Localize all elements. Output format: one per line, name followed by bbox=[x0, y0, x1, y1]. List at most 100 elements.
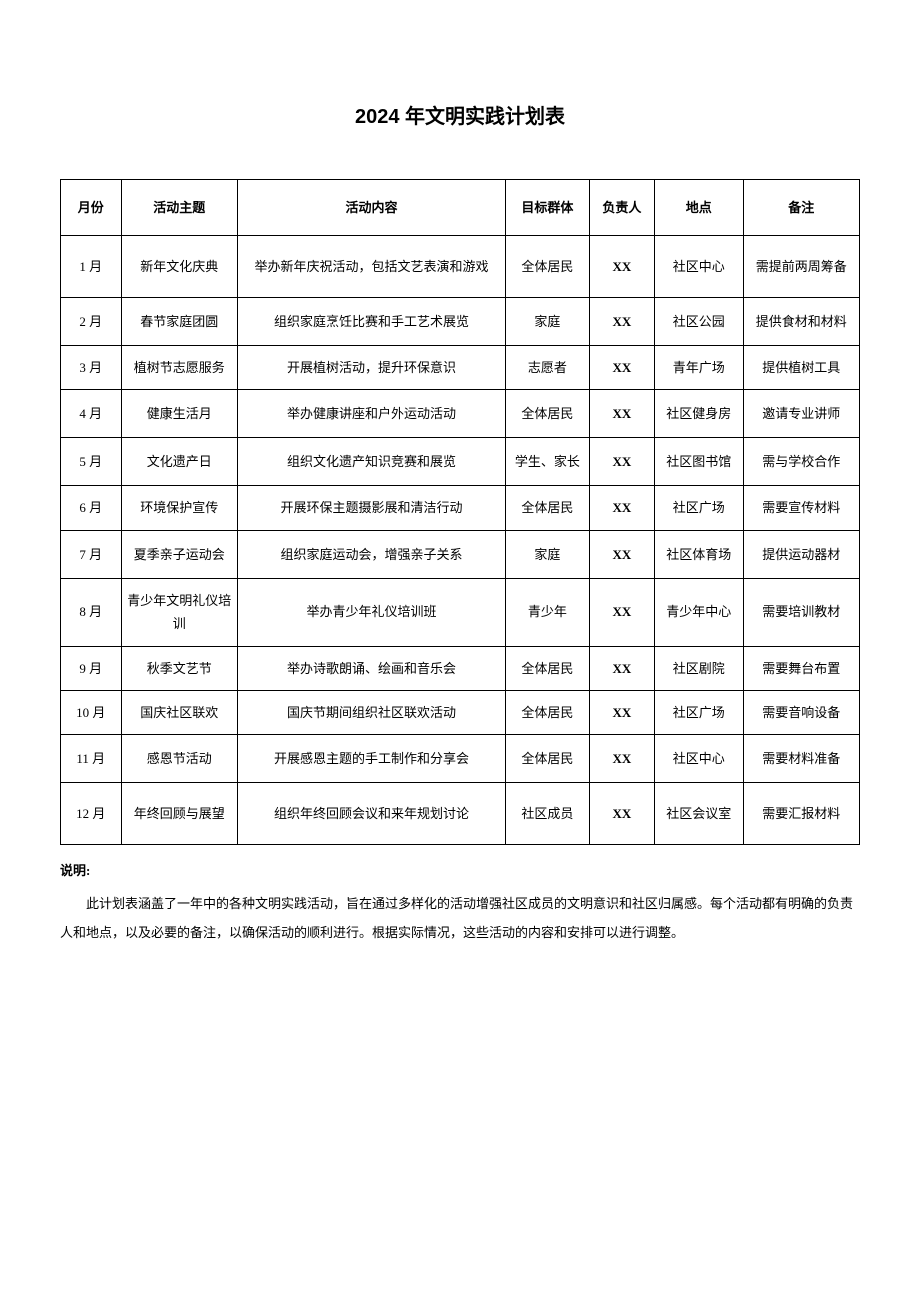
cell-target: 全体居民 bbox=[505, 646, 589, 690]
document-title: 2024 年文明实践计划表 bbox=[60, 100, 860, 129]
cell-month: 6 月 bbox=[61, 486, 122, 530]
cell-person: XX bbox=[589, 346, 654, 390]
cell-content: 组织文化遗产知识竞赛和展览 bbox=[238, 438, 506, 486]
cell-content: 举办健康讲座和户外运动活动 bbox=[238, 390, 506, 438]
cell-notes: 需要舞台布置 bbox=[743, 646, 860, 690]
table-row: 9 月秋季文艺节举办诗歌朗诵、绘画和音乐会全体居民XX社区剧院需要舞台布置 bbox=[61, 646, 860, 690]
cell-target: 全体居民 bbox=[505, 486, 589, 530]
cell-person: XX bbox=[589, 390, 654, 438]
table-row: 1 月新年文化庆典举办新年庆祝活动，包括文艺表演和游戏全体居民XX社区中心需提前… bbox=[61, 236, 860, 298]
cell-content: 开展植树活动，提升环保意识 bbox=[238, 346, 506, 390]
cell-target: 全体居民 bbox=[505, 735, 589, 783]
header-content: 活动内容 bbox=[238, 180, 506, 236]
cell-content: 开展感恩主题的手工制作和分享会 bbox=[238, 735, 506, 783]
cell-location: 社区广场 bbox=[654, 486, 743, 530]
cell-location: 社区广场 bbox=[654, 690, 743, 734]
cell-content: 组织家庭烹饪比赛和手工艺术展览 bbox=[238, 298, 506, 346]
table-row: 11 月感恩节活动开展感恩主题的手工制作和分享会全体居民XX社区中心需要材料准备 bbox=[61, 735, 860, 783]
table-row: 6 月环境保护宣传开展环保主题摄影展和清洁行动全体居民XX社区广场需要宣传材料 bbox=[61, 486, 860, 530]
cell-month: 5 月 bbox=[61, 438, 122, 486]
cell-person: XX bbox=[589, 530, 654, 578]
header-notes: 备注 bbox=[743, 180, 860, 236]
cell-target: 家庭 bbox=[505, 298, 589, 346]
cell-month: 7 月 bbox=[61, 530, 122, 578]
cell-target: 青少年 bbox=[505, 578, 589, 646]
header-theme: 活动主题 bbox=[121, 180, 237, 236]
cell-theme: 环境保护宣传 bbox=[121, 486, 237, 530]
cell-notes: 需要材料准备 bbox=[743, 735, 860, 783]
notes-section: 说明: 此计划表涵盖了一年中的各种文明实践活动，旨在通过多样化的活动增强社区成员… bbox=[60, 857, 860, 947]
cell-location: 社区中心 bbox=[654, 735, 743, 783]
cell-notes: 邀请专业讲师 bbox=[743, 390, 860, 438]
notes-body: 此计划表涵盖了一年中的各种文明实践活动，旨在通过多样化的活动增强社区成员的文明意… bbox=[60, 890, 860, 947]
cell-person: XX bbox=[589, 646, 654, 690]
header-location: 地点 bbox=[654, 180, 743, 236]
cell-theme: 秋季文艺节 bbox=[121, 646, 237, 690]
cell-month: 2 月 bbox=[61, 298, 122, 346]
table-row: 2 月春节家庭团圆组织家庭烹饪比赛和手工艺术展览家庭XX社区公园提供食材和材料 bbox=[61, 298, 860, 346]
header-month: 月份 bbox=[61, 180, 122, 236]
cell-location: 社区会议室 bbox=[654, 783, 743, 845]
cell-target: 社区成员 bbox=[505, 783, 589, 845]
cell-location: 社区图书馆 bbox=[654, 438, 743, 486]
cell-location: 社区体育场 bbox=[654, 530, 743, 578]
cell-target: 志愿者 bbox=[505, 346, 589, 390]
cell-theme: 国庆社区联欢 bbox=[121, 690, 237, 734]
table-row: 10 月国庆社区联欢国庆节期间组织社区联欢活动全体居民XX社区广场需要音响设备 bbox=[61, 690, 860, 734]
table-row: 3 月植树节志愿服务开展植树活动，提升环保意识志愿者XX青年广场提供植树工具 bbox=[61, 346, 860, 390]
cell-theme: 夏季亲子运动会 bbox=[121, 530, 237, 578]
cell-content: 国庆节期间组织社区联欢活动 bbox=[238, 690, 506, 734]
cell-content: 举办新年庆祝活动，包括文艺表演和游戏 bbox=[238, 236, 506, 298]
cell-location: 社区剧院 bbox=[654, 646, 743, 690]
header-target: 目标群体 bbox=[505, 180, 589, 236]
table-row: 12 月年终回顾与展望组织年终回顾会议和来年规划讨论社区成员XX社区会议室需要汇… bbox=[61, 783, 860, 845]
cell-month: 12 月 bbox=[61, 783, 122, 845]
table-row: 8 月青少年文明礼仪培训举办青少年礼仪培训班青少年XX青少年中心需要培训教材 bbox=[61, 578, 860, 646]
cell-month: 8 月 bbox=[61, 578, 122, 646]
cell-target: 全体居民 bbox=[505, 390, 589, 438]
cell-month: 11 月 bbox=[61, 735, 122, 783]
cell-theme: 植树节志愿服务 bbox=[121, 346, 237, 390]
cell-location: 青少年中心 bbox=[654, 578, 743, 646]
cell-target: 全体居民 bbox=[505, 690, 589, 734]
cell-person: XX bbox=[589, 690, 654, 734]
cell-person: XX bbox=[589, 783, 654, 845]
cell-month: 4 月 bbox=[61, 390, 122, 438]
cell-content: 组织年终回顾会议和来年规划讨论 bbox=[238, 783, 506, 845]
cell-content: 举办青少年礼仪培训班 bbox=[238, 578, 506, 646]
cell-target: 家庭 bbox=[505, 530, 589, 578]
cell-location: 社区中心 bbox=[654, 236, 743, 298]
cell-person: XX bbox=[589, 236, 654, 298]
cell-notes: 提供运动器材 bbox=[743, 530, 860, 578]
cell-theme: 青少年文明礼仪培训 bbox=[121, 578, 237, 646]
cell-person: XX bbox=[589, 735, 654, 783]
cell-person: XX bbox=[589, 486, 654, 530]
cell-month: 10 月 bbox=[61, 690, 122, 734]
cell-theme: 文化遗产日 bbox=[121, 438, 237, 486]
cell-month: 3 月 bbox=[61, 346, 122, 390]
cell-target: 学生、家长 bbox=[505, 438, 589, 486]
cell-theme: 感恩节活动 bbox=[121, 735, 237, 783]
schedule-table: 月份 活动主题 活动内容 目标群体 负责人 地点 备注 1 月新年文化庆典举办新… bbox=[60, 179, 860, 845]
cell-location: 社区健身房 bbox=[654, 390, 743, 438]
cell-notes: 需要音响设备 bbox=[743, 690, 860, 734]
cell-theme: 新年文化庆典 bbox=[121, 236, 237, 298]
cell-target: 全体居民 bbox=[505, 236, 589, 298]
table-row: 7 月夏季亲子运动会组织家庭运动会，增强亲子关系家庭XX社区体育场提供运动器材 bbox=[61, 530, 860, 578]
cell-notes: 需提前两周筹备 bbox=[743, 236, 860, 298]
cell-notes: 需与学校合作 bbox=[743, 438, 860, 486]
cell-person: XX bbox=[589, 578, 654, 646]
cell-content: 举办诗歌朗诵、绘画和音乐会 bbox=[238, 646, 506, 690]
cell-notes: 提供植树工具 bbox=[743, 346, 860, 390]
cell-content: 开展环保主题摄影展和清洁行动 bbox=[238, 486, 506, 530]
notes-label: 说明: bbox=[60, 857, 860, 886]
cell-location: 社区公园 bbox=[654, 298, 743, 346]
cell-theme: 年终回顾与展望 bbox=[121, 783, 237, 845]
cell-notes: 需要培训教材 bbox=[743, 578, 860, 646]
cell-notes: 需要汇报材料 bbox=[743, 783, 860, 845]
cell-notes: 需要宣传材料 bbox=[743, 486, 860, 530]
cell-person: XX bbox=[589, 298, 654, 346]
cell-person: XX bbox=[589, 438, 654, 486]
cell-theme: 春节家庭团圆 bbox=[121, 298, 237, 346]
table-row: 5 月文化遗产日组织文化遗产知识竞赛和展览学生、家长XX社区图书馆需与学校合作 bbox=[61, 438, 860, 486]
